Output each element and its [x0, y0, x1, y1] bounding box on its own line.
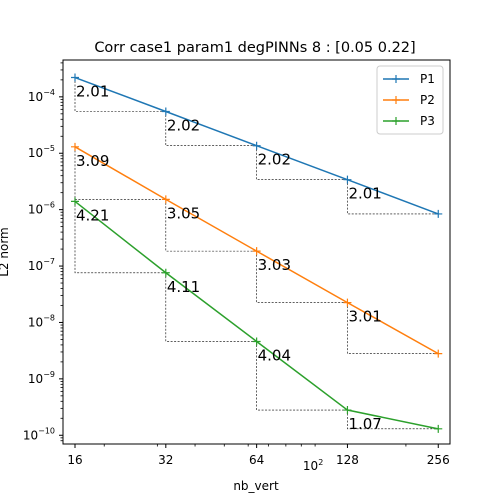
- data-point: [252, 141, 261, 150]
- y-axis: 10−4 10−5 10−6 10−7 10−8 10−9 10−10: [23, 62, 63, 442]
- x-tick-label: 64: [249, 453, 264, 467]
- data-point: [70, 73, 79, 82]
- slope-label: 2.02: [258, 151, 291, 169]
- data-point: [161, 268, 170, 277]
- slope-reference-step: [74, 77, 166, 112]
- slope-labels: 2.01 2.02 2.02 2.01 3.09 3.05 3.03 3.01 4.21 4.11…: [76, 83, 382, 434]
- slope-label: 3.01: [348, 308, 381, 326]
- legend-label: P2: [420, 93, 435, 107]
- x-tick-label: 256: [427, 453, 450, 467]
- slope-label: 2.01: [76, 83, 109, 101]
- legend-label: P3: [420, 114, 435, 128]
- slope-label: 1.07: [348, 415, 381, 433]
- data-point: [161, 195, 170, 204]
- y-tick-label: 10−4: [28, 88, 55, 104]
- x-axis-label: nb_vert: [233, 479, 279, 493]
- data-point: [70, 142, 79, 151]
- y-tick-label: 10−8: [28, 313, 55, 329]
- x-tick-label: 32: [158, 453, 173, 467]
- slope-reference-step: [256, 251, 348, 303]
- data-point: [343, 175, 352, 184]
- data-point: [343, 298, 352, 307]
- slope-reference-step: [74, 201, 166, 274]
- x-tick-label: 128: [336, 453, 359, 467]
- slope-reference-step: [165, 272, 257, 342]
- y-axis-label: L2 norm: [0, 227, 11, 277]
- x-tick-label: 16: [67, 453, 82, 467]
- slope-reference-step: [347, 179, 439, 215]
- legend-marker: [392, 75, 400, 83]
- series-lines: [70, 73, 443, 433]
- slope-reference-step: [165, 199, 257, 252]
- data-point: [434, 209, 443, 218]
- slope-reference-step: [165, 111, 257, 147]
- slope-label: 2.02: [167, 116, 200, 134]
- data-point: [434, 349, 443, 358]
- x-axis: 16 32 64 128 256 102: [67, 444, 450, 473]
- slope-label: 3.09: [76, 152, 109, 170]
- legend-marker: [392, 117, 400, 125]
- slope-label: 4.21: [76, 206, 109, 224]
- slope-reference-step: [256, 145, 348, 180]
- y-tick-label: 10−10: [23, 426, 55, 442]
- data-point: [252, 337, 261, 346]
- slope-label: 2.01: [348, 185, 381, 203]
- data-point: [252, 247, 261, 256]
- slope-reference-step: [256, 341, 348, 411]
- slope-reference-lines: [74, 77, 439, 430]
- legend: P1 P2 P3: [376, 65, 444, 135]
- slope-reference-step: [347, 410, 439, 430]
- x-extra-tick-label: 102: [303, 458, 323, 473]
- data-point: [343, 406, 352, 415]
- slope-label: 3.05: [167, 204, 200, 222]
- y-tick-label: 10−6: [28, 201, 55, 217]
- legend-box: [376, 65, 444, 135]
- data-point: [434, 424, 443, 433]
- slope-label: 3.03: [258, 256, 291, 274]
- slope-label: 4.04: [258, 346, 291, 364]
- y-tick-label: 10−9: [28, 370, 55, 386]
- chart-title: Corr case1 param1 degPINNs 8 : [0.05 0.2…: [94, 40, 415, 56]
- legend-label: P1: [420, 72, 435, 86]
- data-point: [70, 197, 79, 206]
- legend-marker: [392, 96, 400, 104]
- slope-label: 4.11: [167, 278, 200, 296]
- y-tick-label: 10−5: [28, 144, 55, 160]
- y-tick-label: 10−7: [28, 257, 55, 273]
- data-point: [161, 107, 170, 116]
